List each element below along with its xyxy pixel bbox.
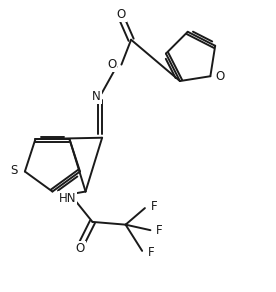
Text: N: N	[92, 90, 101, 103]
Text: HN: HN	[59, 192, 76, 205]
Text: O: O	[75, 241, 85, 255]
Text: O: O	[117, 8, 126, 21]
Text: F: F	[148, 246, 154, 259]
Text: O: O	[215, 70, 225, 83]
Text: F: F	[156, 224, 163, 237]
Text: F: F	[150, 200, 157, 213]
Text: O: O	[107, 58, 116, 71]
Text: S: S	[11, 164, 18, 177]
